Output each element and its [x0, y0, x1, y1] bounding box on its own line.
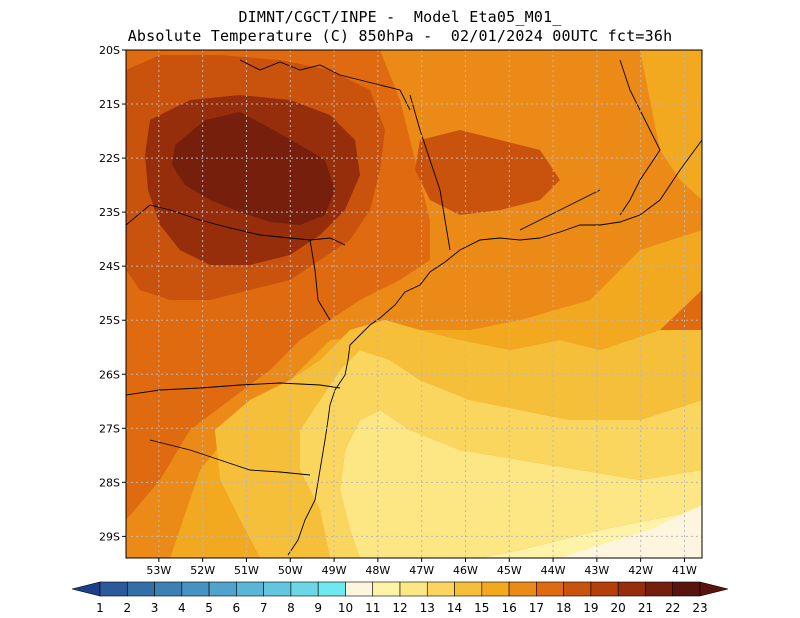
- colorbar-label: 6: [233, 601, 241, 615]
- colorbar-swatch: [290, 581, 319, 597]
- lat-axis: 20S 21S 22S 23S 24S 25S 26S 27S 28S 29S: [99, 44, 126, 543]
- colorbar-label: 12: [392, 601, 407, 615]
- colorbar-swatch: [317, 581, 346, 597]
- lon-tick-label: 41W: [672, 564, 697, 577]
- colorbar-swatch: [508, 581, 537, 597]
- lon-tick-label: 52W: [190, 564, 215, 577]
- colorbar-label: 10: [338, 601, 353, 615]
- colorbar-label: 8: [287, 601, 295, 615]
- colorbar-label: 1: [96, 601, 104, 615]
- lon-tick-label: 51W: [234, 564, 259, 577]
- temp-band-15: [300, 350, 702, 558]
- map-frame: [125, 49, 703, 559]
- lon-tick-label: 49W: [322, 564, 347, 577]
- temp-band-16: [215, 320, 702, 558]
- lat-tick-label: 29S: [99, 530, 120, 543]
- colorbar-swatch: [426, 581, 455, 597]
- colorbar-swatch: [126, 581, 155, 597]
- temp-band-17: [170, 50, 702, 558]
- colorbar-swatch: [345, 581, 374, 597]
- state-border: [126, 382, 341, 396]
- lat-tick-label: 20S: [99, 44, 120, 57]
- state-border: [619, 59, 661, 216]
- colorbar-label: 18: [556, 601, 571, 615]
- coastline-borders: [126, 59, 702, 556]
- colorbar-label: 4: [178, 601, 186, 615]
- temperature-field: [126, 50, 702, 558]
- temp-band-20: [415, 130, 560, 215]
- state-border: [126, 204, 346, 246]
- colorbar-swatch: [536, 581, 564, 597]
- colorbar-arrow-high: [699, 581, 729, 597]
- lon-tick-label: 53W: [146, 564, 171, 577]
- lon-tick-label: 50W: [278, 564, 303, 577]
- colorbar-label: 7: [260, 601, 268, 615]
- lon-axis: 53W 52W 51W 50W 49W 48W 47W 46W 45W 44W 43W 42W 41W: [146, 558, 697, 577]
- colorbar-swatch: [263, 581, 292, 597]
- colorbar-label: 13: [420, 601, 435, 615]
- colorbar-swatch: [454, 581, 483, 597]
- colorbar-label: 22: [665, 601, 680, 615]
- lon-tick-label: 47W: [409, 564, 434, 577]
- state-border: [239, 59, 411, 111]
- colorbar-swatch: [645, 581, 674, 597]
- colorbar-label: 11: [365, 601, 380, 615]
- colorbar-swatch: [208, 581, 237, 597]
- colorbar-swatch: [399, 581, 428, 597]
- state-border: [309, 239, 331, 321]
- lat-tick-label: 24S: [99, 260, 120, 273]
- chart-title: DIMNT/CGCT/INPE - Model Eta05_M01_: [238, 8, 562, 26]
- colorbar-swatch: [181, 581, 210, 597]
- lat-tick-label: 28S: [99, 476, 120, 489]
- lon-tick-label: 46W: [453, 564, 478, 577]
- lon-tick-label: 42W: [628, 564, 653, 577]
- colorbar-label: 17: [529, 601, 544, 615]
- chart-subtitle: Absolute Temperature (C) 850hPa - 02/01/…: [127, 27, 673, 45]
- colorbar-label: 16: [501, 601, 516, 615]
- colorbar: 1 2 3 4 5 6 7 8 9 10 11 12 13 14 15 16 17 18 19 20 21 22 23: [71, 581, 729, 615]
- colorbar-swatch: [672, 581, 701, 597]
- colorbar-swatch: [236, 581, 264, 597]
- colorbar-label: 2: [123, 601, 131, 615]
- state-border: [409, 94, 451, 251]
- colorbar-swatch: [590, 581, 619, 597]
- colorbar-label: 15: [474, 601, 489, 615]
- colorbar-label: 21: [638, 601, 653, 615]
- colorbar-swatch: [481, 581, 510, 597]
- state-border: [149, 439, 311, 476]
- temp-band-14: [340, 410, 702, 558]
- lon-tick-label: 48W: [365, 564, 390, 577]
- colorbar-label: 3: [151, 601, 159, 615]
- coastline: [287, 139, 702, 556]
- colorbar-label: 5: [205, 601, 213, 615]
- colorbar-swatch: [154, 581, 183, 597]
- colorbar-label: 9: [314, 601, 322, 615]
- colorbar-arrow-low: [71, 581, 101, 597]
- colorbar-swatch: [99, 581, 128, 597]
- lon-tick-label: 45W: [497, 564, 522, 577]
- lat-tick-label: 23S: [99, 206, 120, 219]
- colorbar-label: 20: [611, 601, 626, 615]
- temp-band-12: [560, 505, 702, 558]
- lat-tick-label: 22S: [99, 152, 120, 165]
- colorbar-swatch: [563, 581, 592, 597]
- colorbar-swatch: [617, 581, 646, 597]
- colorbar-label: 14: [447, 601, 462, 615]
- lat-tick-label: 27S: [99, 422, 120, 435]
- colorbar-label: 19: [583, 601, 598, 615]
- colorbar-swatch: [372, 581, 401, 597]
- lat-tick-label: 21S: [99, 98, 120, 111]
- lon-tick-label: 44W: [541, 564, 566, 577]
- state-border: [519, 189, 601, 231]
- lat-tick-label: 26S: [99, 368, 120, 381]
- temp-band-22: [172, 112, 335, 225]
- lon-tick-label: 43W: [584, 564, 609, 577]
- lat-tick-label: 25S: [99, 314, 120, 327]
- colorbar-label: 23: [692, 601, 707, 615]
